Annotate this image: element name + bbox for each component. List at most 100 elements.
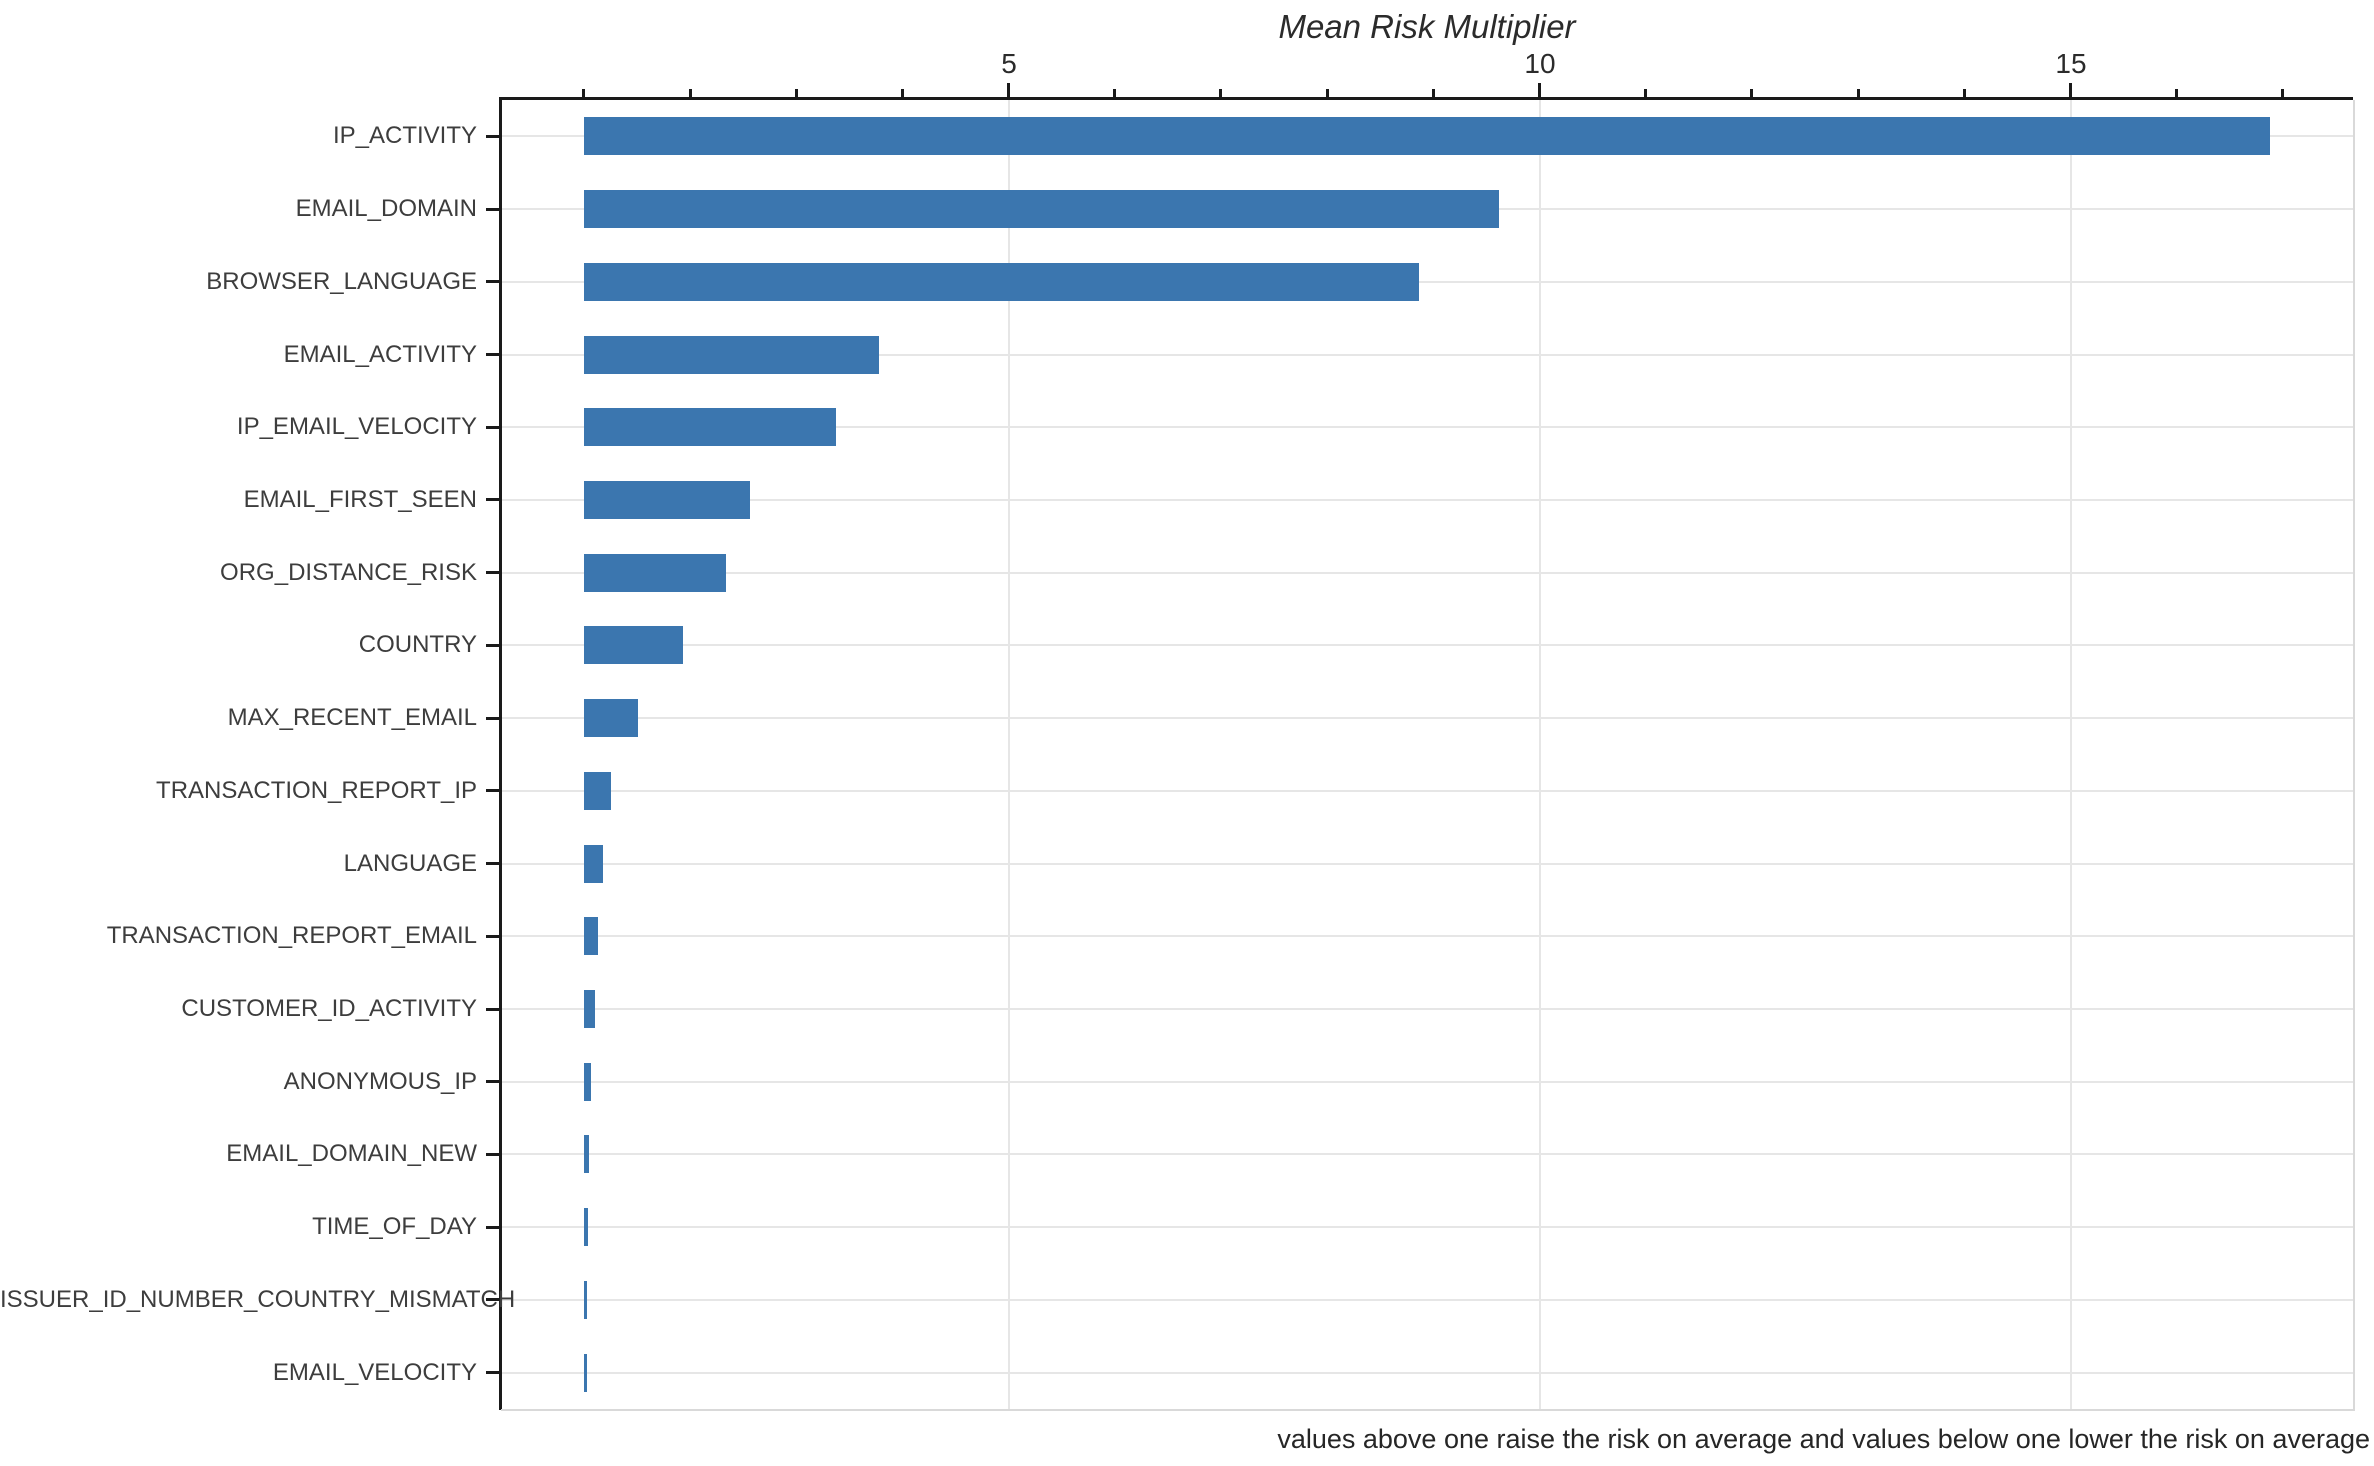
bar (584, 408, 836, 446)
x-minor-tick (1219, 89, 1222, 97)
x-minor-tick (2175, 89, 2178, 97)
x-major-tick (2069, 83, 2072, 97)
bar (584, 117, 2270, 155)
x-major-tick (1007, 83, 1010, 97)
bar (584, 917, 598, 955)
h-gridline (501, 790, 2353, 792)
y-tick-label: ORG_DISTANCE_RISK (220, 559, 477, 586)
x-minor-tick (1857, 89, 1860, 97)
bar (584, 699, 638, 737)
h-gridline (501, 1153, 2353, 1155)
y-tick (486, 644, 499, 647)
x-minor-tick (1432, 89, 1435, 97)
chart-caption: values above one raise the risk on avera… (1277, 1424, 2370, 1454)
y-tick-label: IP_ACTIVITY (332, 122, 477, 149)
bar (584, 845, 603, 883)
bar (584, 626, 683, 664)
bar (584, 336, 879, 374)
x-minor-tick (901, 89, 904, 97)
h-gridline (501, 717, 2353, 719)
x-minor-tick (689, 89, 692, 97)
x-major-tick (1538, 83, 1541, 97)
x-minor-tick (1750, 89, 1753, 97)
y-tick (486, 498, 499, 501)
h-gridline (501, 863, 2353, 865)
v-gridline (2070, 100, 2072, 1409)
h-gridline (501, 572, 2353, 574)
y-tick-label: TRANSACTION_REPORT_EMAIL (106, 922, 477, 949)
bottom-edge (501, 1409, 2355, 1411)
x-minor-tick (1113, 89, 1116, 97)
top-spine (499, 97, 2353, 100)
y-tick (486, 208, 499, 211)
h-gridline (501, 1299, 2353, 1301)
bar (584, 990, 595, 1028)
bar (584, 1063, 591, 1101)
y-tick (486, 1008, 499, 1011)
x-axis-title: Mean Risk Multiplier (1278, 8, 1576, 45)
bar (584, 190, 1499, 228)
h-gridline (501, 1008, 2353, 1010)
y-tick (486, 426, 499, 429)
left-spine (499, 97, 502, 1410)
y-tick (486, 353, 499, 356)
bar (584, 1281, 587, 1319)
bar (584, 1135, 589, 1173)
y-tick-label: TIME_OF_DAY (312, 1213, 477, 1240)
y-tick-label: IP_EMAIL_VELOCITY (236, 413, 477, 440)
y-tick-label: EMAIL_DOMAIN (295, 195, 477, 222)
y-tick (486, 862, 499, 865)
h-gridline (501, 1372, 2353, 1374)
y-tick-label: MAX_RECENT_EMAIL (227, 704, 477, 731)
y-tick (486, 571, 499, 574)
bar (584, 554, 726, 592)
y-tick-label: EMAIL_VELOCITY (272, 1359, 477, 1386)
x-minor-tick (795, 89, 798, 97)
bar (584, 1354, 587, 1392)
x-minor-tick (1644, 89, 1647, 97)
y-tick (486, 1153, 499, 1156)
y-tick (486, 717, 499, 720)
h-gridline (501, 935, 2353, 937)
h-gridline (501, 1081, 2353, 1083)
y-tick-label: CUSTOMER_ID_ACTIVITY (181, 995, 477, 1022)
h-gridline (501, 281, 2353, 283)
y-tick (486, 135, 499, 138)
v-gridline (1539, 100, 1541, 1409)
y-tick (486, 280, 499, 283)
y-tick (486, 1371, 499, 1374)
y-tick (486, 1298, 499, 1301)
y-tick (486, 935, 499, 938)
y-tick-label: TRANSACTION_REPORT_IP (156, 777, 477, 804)
y-tick-label: EMAIL_ACTIVITY (283, 341, 477, 368)
h-gridline (501, 426, 2353, 428)
v-gridline (1008, 100, 1010, 1409)
y-tick-label: ANONYMOUS_IP (283, 1068, 477, 1095)
y-tick-label: ISSUER_ID_NUMBER_COUNTRY_MISMATCH (0, 1286, 516, 1313)
bar (584, 1208, 588, 1246)
y-tick (486, 789, 499, 792)
bar (584, 772, 611, 810)
x-tick-label: 10 (1524, 48, 1556, 79)
bar (584, 263, 1419, 301)
x-minor-tick (1963, 89, 1966, 97)
bar (584, 481, 750, 519)
y-tick (486, 1226, 499, 1229)
y-tick (486, 1080, 499, 1083)
y-tick-label: EMAIL_FIRST_SEEN (243, 486, 477, 513)
h-gridline (501, 354, 2353, 356)
x-minor-tick (2281, 89, 2284, 97)
y-tick-label: COUNTRY (358, 631, 477, 658)
h-gridline (501, 644, 2353, 646)
x-tick-label: 15 (2055, 48, 2087, 79)
x-tick-label: 5 (1001, 48, 1017, 79)
right-edge (2353, 100, 2355, 1409)
x-minor-tick (1326, 89, 1329, 97)
h-gridline (501, 1226, 2353, 1228)
y-tick-label: LANGUAGE (343, 850, 477, 877)
h-gridline (501, 499, 2353, 501)
y-tick-label: EMAIL_DOMAIN_NEW (226, 1140, 477, 1167)
x-minor-tick (582, 89, 585, 97)
y-tick-label: BROWSER_LANGUAGE (206, 268, 477, 295)
